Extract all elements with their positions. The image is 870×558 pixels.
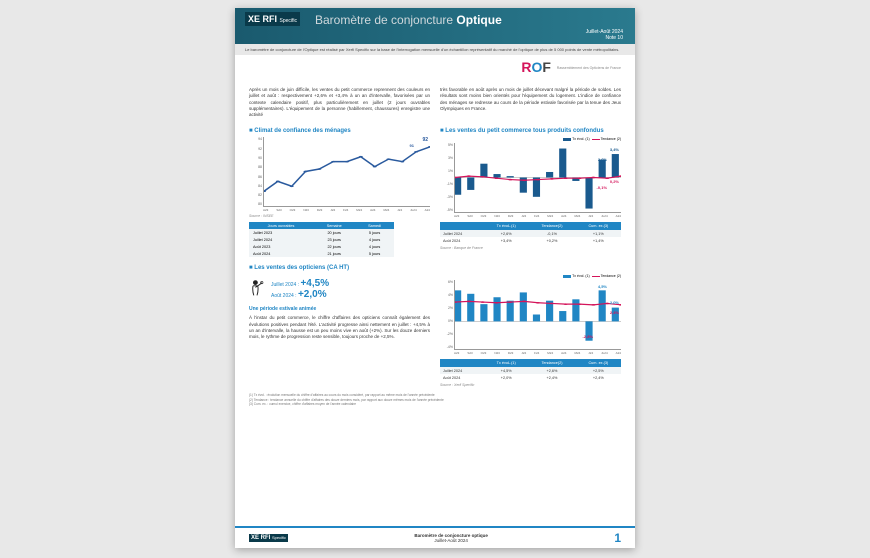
chart3-callout4: -2,8% <box>583 334 593 339</box>
opticians-table: Tx évoL.(1)Tendance(2)Cum. ex.(3)Juillet… <box>440 359 621 381</box>
stat-row: Juillet 2024 : +4,5% Août 2024 : +2,0% <box>249 278 430 300</box>
legend-bar-icon <box>563 275 571 278</box>
legend-bar-icon <box>563 138 571 141</box>
chart1: 9492908886848280 91 92 <box>263 137 430 207</box>
logo-subtext: Specific <box>280 18 298 24</box>
footnotes: (1) Tx évol. : évolution mensuelle du ch… <box>249 393 621 405</box>
chart3: 6%4%2%0%-2%-4% 4,5% 2,0% 2,4% -2,8% <box>454 280 621 350</box>
aug-value: +2,0% <box>298 289 327 300</box>
chart1-line <box>264 137 430 206</box>
content-area: ROF Rassemblement des Opticiens de Franc… <box>235 55 635 414</box>
intro-left: Après un mois de juin difficile, les ven… <box>249 87 430 118</box>
opticians-title: Les ventes des opticiens (CA HT) <box>249 265 621 271</box>
disclaimer-text: Le baromètre de conjoncture de l'Optique… <box>235 44 635 55</box>
header-logo: XE RFI Specific <box>245 12 300 26</box>
table2-source: Source : Banque de France <box>440 246 621 250</box>
chart1-label2: 92 <box>422 137 428 143</box>
footer-period: Juillet-Août 2024 <box>288 538 614 543</box>
chart3-legend: Tx évol. (1) Tendance (2) <box>440 274 621 278</box>
chart3-legend-bar: Tx évol. (1) <box>572 274 590 278</box>
stat-values: Juillet 2024 : +4,5% Août 2024 : +2,0% <box>271 278 329 300</box>
table3-source: Source : Xerfi Specific <box>440 383 621 387</box>
jours-table: Jours ouvrablesSemaineSamediJuillet 2023… <box>249 222 394 257</box>
chart3-callout2: 2,0% <box>610 300 619 305</box>
legend-line-icon <box>592 276 600 277</box>
footer-center: Baromètre de conjoncture optique Juillet… <box>288 533 614 543</box>
charts-row-1: Climat de confiance des ménages 94929088… <box>249 120 621 257</box>
chart1-xticks: A23S23O23N23D23J24F24M24A24M24J24JL24A24 <box>263 208 430 212</box>
chart2-callout2: 2,6% <box>598 157 607 162</box>
rof-f: F <box>542 59 551 75</box>
charts-row-2: Juillet 2024 : +4,5% Août 2024 : +2,0% U… <box>249 274 621 387</box>
header-note: Note 10 <box>586 35 623 41</box>
chart2-callout1: 3,4% <box>610 147 619 152</box>
header-bar: XE RFI Specific Baromètre de conjoncture… <box>235 8 635 44</box>
footer-logo: XE RFI Specific <box>249 534 288 542</box>
side-restriction-text: Diffusion restreinte – Note réservée au … <box>633 335 635 451</box>
retail-chart-box: Les ventes du petit commerce tous produi… <box>440 120 621 257</box>
chart1-title: Climat de confiance des ménages <box>249 128 430 134</box>
chart3-yticks: 6%4%2%0%-2%-4% <box>441 280 453 349</box>
chart2-legend-bar: Tx évol. (1) <box>572 137 590 141</box>
header-title: Baromètre de conjoncture Optique <box>315 13 502 27</box>
rof-logo: ROF Rassemblement des Opticiens de Franc… <box>521 59 621 75</box>
footer-logo-text: XE RFI <box>251 535 270 541</box>
opticians-stats-box: Juillet 2024 : +4,5% Août 2024 : +2,0% U… <box>249 274 430 387</box>
aug-label: Août 2024 : <box>271 293 297 299</box>
chart2: 5%3%1%-1%-3%-5% 3,4% 2,6% 0,2% -0,1% <box>454 143 621 213</box>
footer-page-number: 1 <box>614 531 621 545</box>
chart2-svg <box>455 143 621 212</box>
footer-logo-sub: Specific <box>272 535 286 540</box>
chart1-source: Source : INSEE <box>249 214 430 218</box>
intro-columns: Après un mois de juin difficile, les ven… <box>249 87 621 118</box>
optician-icon <box>249 279 265 299</box>
chart2-callout3: 0,2% <box>610 179 619 184</box>
chart3-legend-line: Tendance (2) <box>601 274 621 278</box>
chart3-callout3: 2,4% <box>610 310 619 315</box>
opticians-body: À l'instar du petit commerce, le chiffre… <box>249 315 430 340</box>
confidence-chart-box: Climat de confiance des ménages 94929088… <box>249 120 430 257</box>
chart2-title: Les ventes du petit commerce tous produi… <box>440 128 621 134</box>
chart2-xticks: A23S23O23N23D23J24F24M24A24M24J24JL24A24 <box>454 214 621 218</box>
rof-r: R <box>521 59 531 75</box>
chart1-label1: 91 <box>410 143 414 148</box>
jul-value: +4,5% <box>300 278 329 289</box>
document-page: XE RFI Specific Baromètre de conjoncture… <box>235 8 635 548</box>
legend-line-icon <box>592 139 600 140</box>
retail-table: Tx évoL.(1)Tendance(2)Cum. ex.(3)Juillet… <box>440 222 621 244</box>
rof-o: O <box>531 59 542 75</box>
rof-sub: Rassemblement des Opticiens de France <box>557 66 621 70</box>
header-meta: Juillet-Août 2024 Note 10 <box>586 29 623 41</box>
chart2-legend-line: Tendance (2) <box>601 137 621 141</box>
footer-bar: XE RFI Specific Baromètre de conjoncture… <box>235 526 635 548</box>
opticians-chart-box: Tx évol. (1) Tendance (2) 6%4%2%0%-2%-4%… <box>440 274 621 387</box>
chart1-yticks: 9492908886848280 <box>250 137 262 206</box>
chart3-xticks: A23S23O23N23D23J24F24M24A24M24J24JL24A24 <box>454 351 621 355</box>
chart3-callout1: 4,5% <box>598 284 607 289</box>
chart2-yticks: 5%3%1%-1%-3%-5% <box>441 143 453 212</box>
chart2-callout4: -0,1% <box>597 185 607 190</box>
logo-text: XE RFI <box>248 14 277 24</box>
intro-right: très favorable en août après un mois de … <box>440 87 621 118</box>
title-bold: Optique <box>456 13 501 27</box>
jul-label: Juillet 2024 : <box>271 282 299 288</box>
chart3-svg <box>455 280 621 349</box>
chart2-legend: Tx évol. (1) Tendance (2) <box>440 137 621 141</box>
opticians-subhead: Une période estivale animée <box>249 306 430 312</box>
title-light: Baromètre de conjoncture <box>315 13 456 27</box>
